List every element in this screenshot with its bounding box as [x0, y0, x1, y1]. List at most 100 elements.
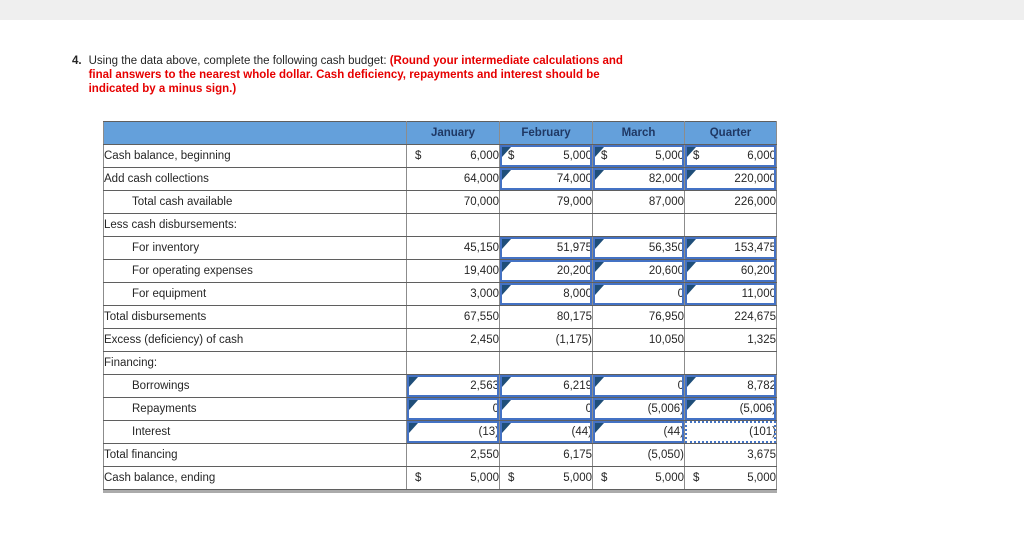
input-cell-borrowings-february[interactable]: 6,219 [499, 374, 593, 398]
input-cell-cash-balance-beginning-february[interactable]: $5,000 [499, 144, 593, 168]
value-cell-total-cash-available-quarter: 226,000 [684, 190, 777, 214]
input-cell-borrowings-march[interactable]: 0 [592, 374, 685, 398]
cell-value: (44) [663, 426, 684, 438]
cell-value: 87,000 [648, 196, 684, 208]
cell-value: 5,000 [563, 150, 592, 162]
value-cell-excess-deficiency-of-cash-january: 2,450 [406, 328, 500, 352]
cell-value: 80,175 [556, 311, 592, 323]
cell-value: (1,175) [555, 334, 592, 346]
input-cell-for-equipment-quarter[interactable]: 11,000 [684, 282, 777, 306]
cell-value: 0 [492, 403, 499, 415]
currency-symbol: $ [415, 472, 422, 484]
value-cell-financing-march [592, 351, 685, 375]
value-cell-excess-deficiency-of-cash-february: (1,175) [499, 328, 593, 352]
input-cell-borrowings-quarter[interactable]: 8,782 [684, 374, 777, 398]
table-row-financing: Financing: [103, 351, 777, 375]
cell-value: 51,975 [556, 242, 592, 254]
row-label-less-cash-disbursements: Less cash disbursements: [103, 213, 407, 237]
answered-marker-triangle-icon [687, 400, 696, 410]
table-row-cash-balance-beginning: Cash balance, beginning $6,000 $5,000 $5,00… [103, 144, 777, 168]
question-intro: Using the data above, complete the follo… [88, 55, 390, 67]
value-cell-total-disbursements-january: 67,550 [406, 305, 500, 329]
answered-marker-triangle-icon [502, 262, 511, 272]
cell-value: 3,675 [747, 449, 776, 461]
cell-value: 3,000 [470, 288, 499, 300]
cell-value: 224,675 [734, 311, 776, 323]
value-cell-total-cash-available-march: 87,000 [592, 190, 685, 214]
input-cell-for-equipment-february[interactable]: 8,000 [499, 282, 593, 306]
question-text: Using the data above, complete the follo… [89, 55, 638, 96]
cell-value: 20,200 [556, 265, 592, 277]
input-cell-add-cash-collections-quarter[interactable]: 220,000 [684, 167, 777, 191]
input-cell-interest-quarter[interactable]: (101) [684, 420, 777, 444]
cell-value: 19,400 [463, 265, 499, 277]
cell-value: (5,006) [739, 403, 776, 415]
input-cell-cash-balance-beginning-quarter[interactable]: $6,000 [684, 144, 777, 168]
cell-value: 8,000 [563, 288, 592, 300]
cell-value: 74,000 [556, 173, 592, 185]
input-cell-for-operating-expenses-february[interactable]: 20,200 [499, 259, 593, 283]
row-label-total-disbursements: Total disbursements [103, 305, 407, 329]
cell-value: 56,350 [648, 242, 684, 254]
table-row-excess-deficiency-of-cash: Excess (deficiency) of cash 2,450 (1,175) 1… [103, 328, 777, 352]
value-cell-total-financing-january: 2,550 [406, 443, 500, 467]
answered-marker-triangle-icon [595, 377, 604, 387]
answered-marker-triangle-icon [409, 423, 418, 433]
row-label-add-cash-collections: Add cash collections [103, 167, 407, 191]
cell-value: (5,006) [647, 403, 684, 415]
value-cell-total-financing-february: 6,175 [499, 443, 593, 467]
answered-marker-triangle-icon [409, 400, 418, 410]
value-cell-total-disbursements-february: 80,175 [499, 305, 593, 329]
input-cell-interest-january[interactable]: (13) [406, 420, 500, 444]
answered-marker-triangle-icon [687, 239, 696, 249]
input-cell-repayments-quarter[interactable]: (5,006) [684, 397, 777, 421]
input-cell-cash-balance-beginning-march[interactable]: $5,000 [592, 144, 685, 168]
table-row-borrowings: Borrowings 2,563 6,219 0 8,782 [103, 374, 777, 398]
cell-value: 79,000 [556, 196, 592, 208]
row-label-for-equipment: For equipment [103, 282, 407, 306]
input-cell-for-operating-expenses-quarter[interactable]: 60,200 [684, 259, 777, 283]
input-cell-interest-february[interactable]: (44) [499, 420, 593, 444]
cell-value: 6,175 [563, 449, 592, 461]
cell-value: 20,600 [648, 265, 684, 277]
table-row-interest: Interest (13) (44) (44) (101) [103, 420, 777, 444]
answered-marker-triangle-icon [502, 239, 511, 249]
input-cell-borrowings-january[interactable]: 2,563 [406, 374, 500, 398]
input-cell-for-inventory-quarter[interactable]: 153,475 [684, 236, 777, 260]
answered-marker-triangle-icon [595, 400, 604, 410]
input-cell-add-cash-collections-february[interactable]: 74,000 [499, 167, 593, 191]
table-row-total-cash-available: Total cash available 70,000 79,000 87,000 22… [103, 190, 777, 214]
input-cell-interest-march[interactable]: (44) [592, 420, 685, 444]
question-number: 4. [72, 55, 82, 67]
input-cell-add-cash-collections-march[interactable]: 82,000 [592, 167, 685, 191]
input-cell-repayments-march[interactable]: (5,006) [592, 397, 685, 421]
value-cell-add-cash-collections-january: 64,000 [406, 167, 500, 191]
cell-value: 0 [585, 403, 592, 415]
input-cell-repayments-february[interactable]: 0 [499, 397, 593, 421]
value-cell-cash-balance-ending-march: $5,000 [592, 466, 685, 490]
value-cell-total-cash-available-february: 79,000 [499, 190, 593, 214]
cell-value: (101) [749, 426, 776, 438]
input-cell-for-inventory-march[interactable]: 56,350 [592, 236, 685, 260]
value-cell-less-cash-disbursements-march [592, 213, 685, 237]
value-cell-for-inventory-january: 45,150 [406, 236, 500, 260]
answered-marker-triangle-icon [502, 400, 511, 410]
row-label-total-cash-available: Total cash available [103, 190, 407, 214]
row-label-excess-deficiency-of-cash: Excess (deficiency) of cash [103, 328, 407, 352]
input-cell-for-operating-expenses-march[interactable]: 20,600 [592, 259, 685, 283]
cell-value: 82,000 [648, 173, 684, 185]
cell-value: 8,782 [747, 380, 776, 392]
input-cell-for-equipment-march[interactable]: 0 [592, 282, 685, 306]
answer-input-box [593, 375, 684, 397]
cell-value: 153,475 [734, 242, 776, 254]
input-cell-repayments-january[interactable]: 0 [406, 397, 500, 421]
value-cell-total-disbursements-quarter: 224,675 [684, 305, 777, 329]
value-cell-excess-deficiency-of-cash-quarter: 1,325 [684, 328, 777, 352]
row-label-borrowings: Borrowings [103, 374, 407, 398]
cell-value: (5,050) [647, 449, 684, 461]
value-cell-total-financing-quarter: 3,675 [684, 443, 777, 467]
value-cell-financing-february [499, 351, 593, 375]
answer-input-box [407, 398, 499, 420]
input-cell-for-inventory-february[interactable]: 51,975 [499, 236, 593, 260]
row-label-cash-balance-ending: Cash balance, ending [103, 466, 407, 490]
